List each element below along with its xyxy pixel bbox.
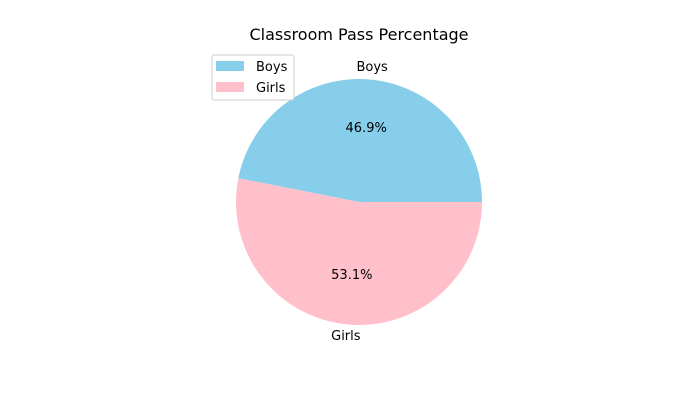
legend-label-girls: Girls	[256, 81, 286, 96]
pie-slice-boys	[238, 79, 482, 202]
slice-label-boys: Boys	[356, 60, 388, 75]
legend: Boys Girls	[211, 54, 295, 101]
legend-swatch-girls	[216, 82, 244, 92]
pct-label-boys: 46.9%	[346, 121, 387, 136]
pie-slice-girls	[236, 178, 482, 326]
pie-slices	[236, 79, 482, 326]
legend-swatch-boys	[216, 61, 244, 71]
pie-labels: 46.9% Boys 53.1% Girls	[331, 60, 388, 344]
legend-label-boys: Boys	[256, 60, 288, 75]
chart-title: Classroom Pass Percentage	[249, 25, 468, 44]
pct-label-girls: 53.1%	[331, 268, 372, 283]
slice-label-girls: Girls	[331, 329, 361, 344]
